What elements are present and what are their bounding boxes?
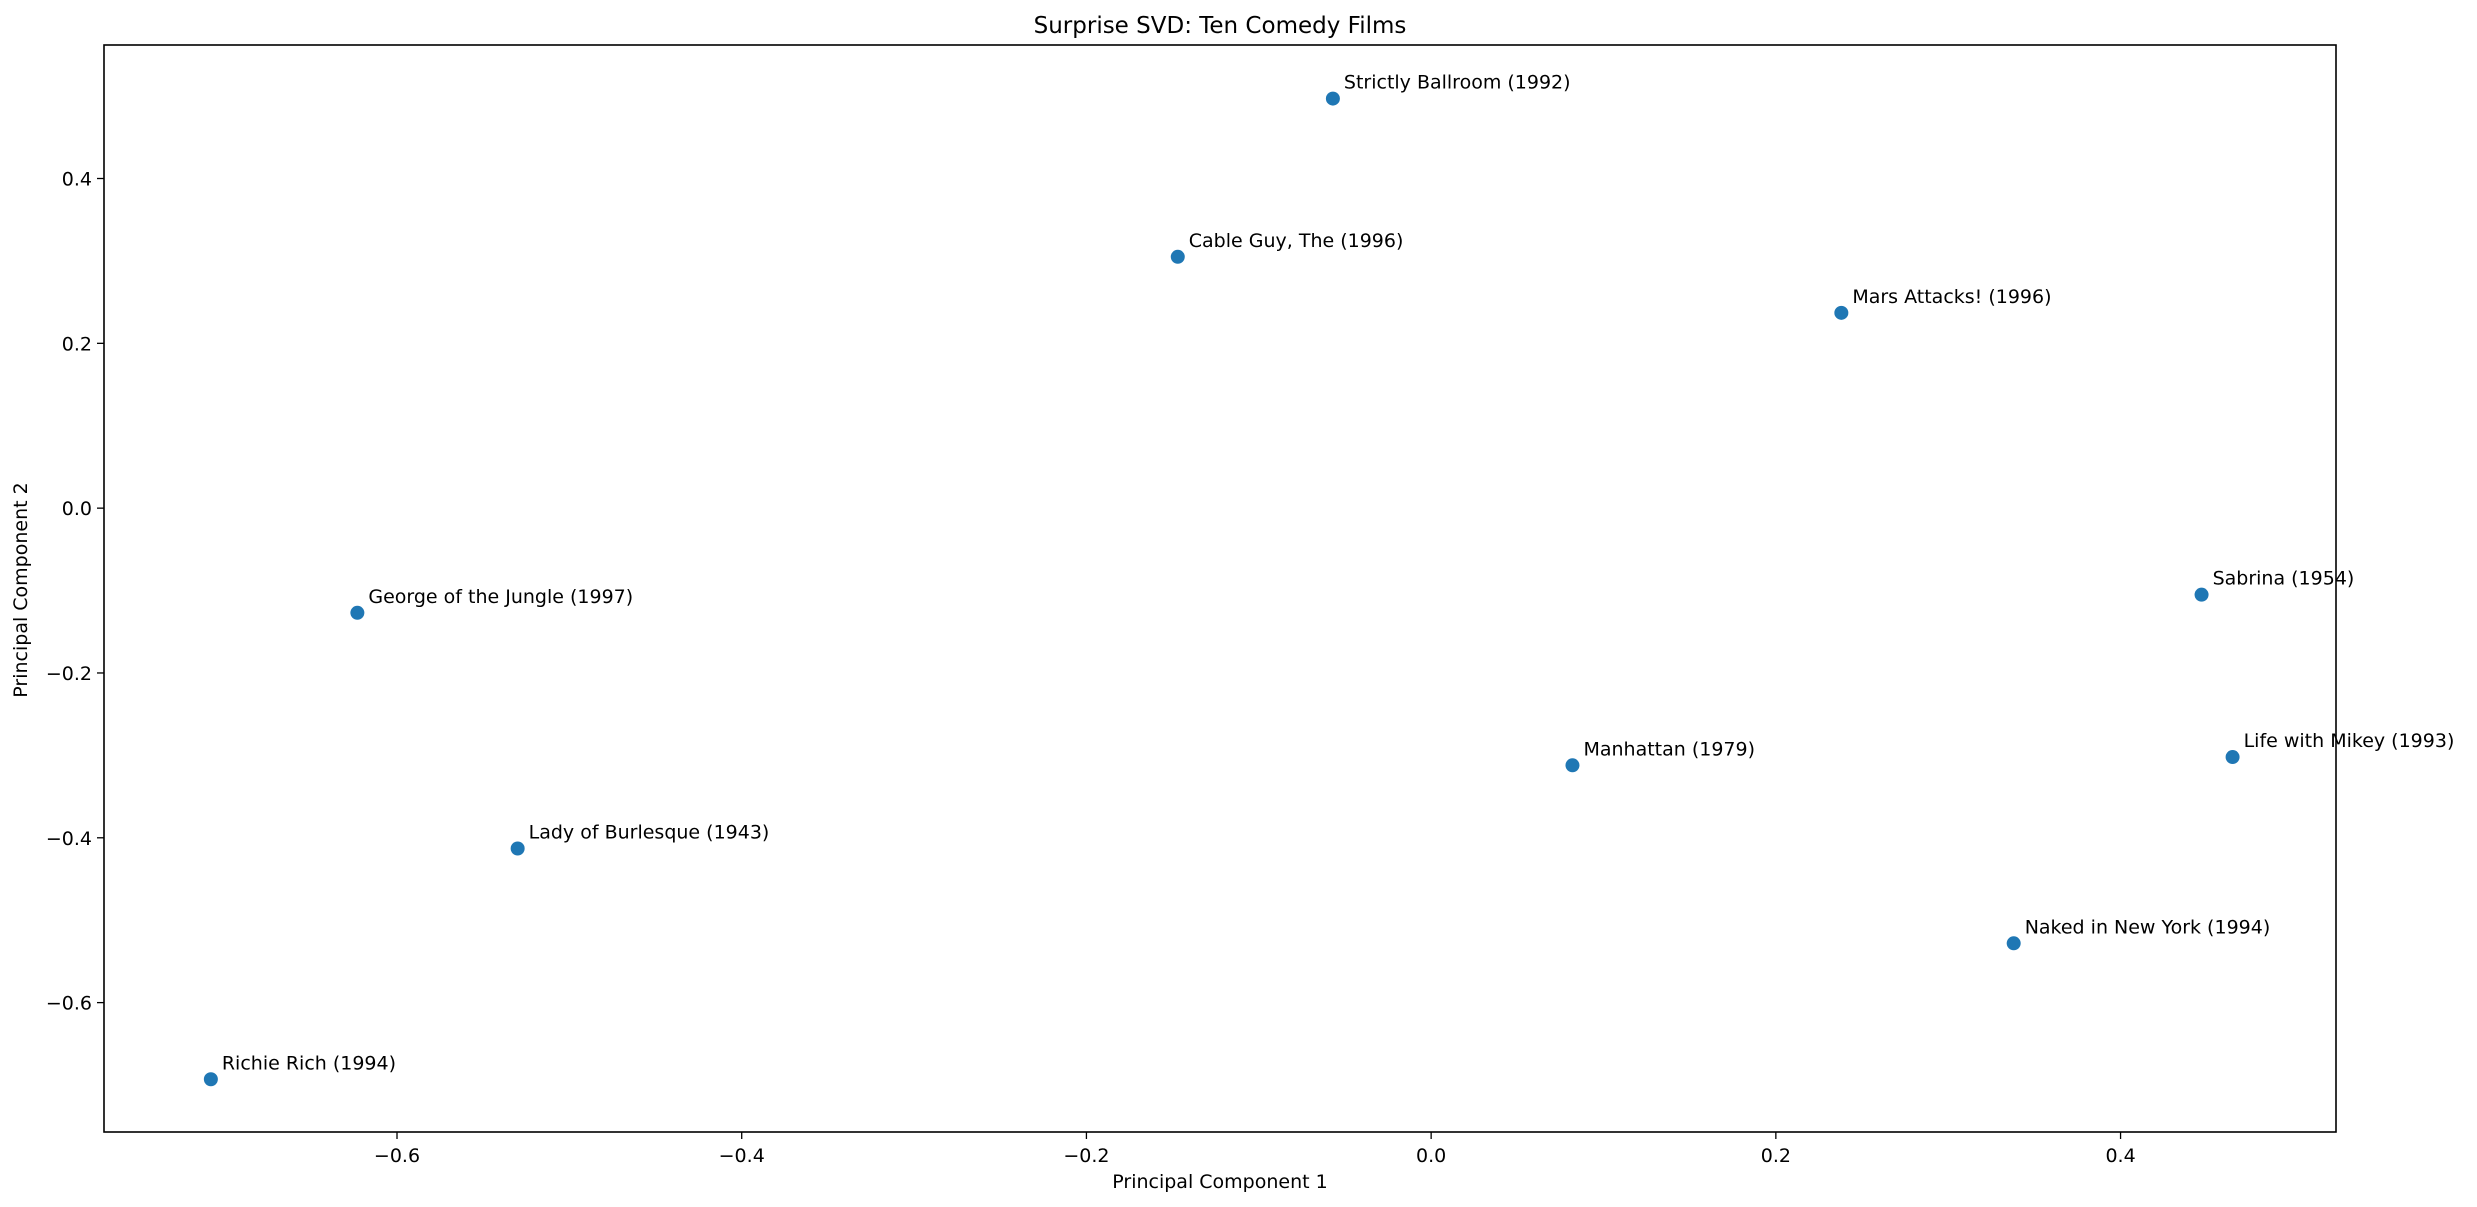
point-label: Manhattan (1979) [1583,738,1755,760]
y-tick-label: −0.4 [46,828,92,850]
y-tick-label: 0.0 [62,498,92,520]
scatter-point [2006,936,2021,951]
scatter-point [2225,750,2240,765]
y-tick-label: 0.2 [62,333,92,355]
y-tick-label: −0.2 [46,663,92,685]
point-label: Mars Attacks! (1996) [1852,286,2051,308]
y-axis-label: Principal Component 2 [10,482,32,697]
scatter-point [1565,758,1580,773]
x-tick-label: 0.0 [1416,1145,1446,1167]
scatter-point [510,841,525,856]
point-label: George of the Jungle (1997) [368,586,633,608]
point-label: Strictly Ballroom (1992) [1344,72,1571,94]
x-tick-label: 0.2 [1761,1145,1791,1167]
scatter-point [1325,91,1340,106]
x-tick-label: −0.4 [719,1145,765,1167]
point-label: Naked in New York (1994) [2025,916,2271,938]
x-tick-label: −0.2 [1063,1145,1109,1167]
x-axis-label: Principal Component 1 [1112,1171,1327,1193]
x-tick-label: −0.6 [374,1145,420,1167]
axes-frame [103,44,2337,1133]
point-label: Richie Rich (1994) [222,1052,396,1074]
plot-area: Strictly Ballroom (1992) Cable Guy, The (… [203,72,2455,1087]
y-axis: −0.6 −0.4 −0.2 0.0 0.2 0.4 [46,169,104,1015]
scatter-point [1170,249,1185,264]
scatter-point [2194,587,2209,602]
point-label: Life with Mikey (1993) [2244,730,2455,752]
y-tick-label: −0.6 [46,993,92,1015]
point-label: Sabrina (1954) [2213,568,2355,590]
scatter-point [1834,305,1849,320]
chart-title: Surprise SVD: Ten Comedy Films [1034,13,1407,39]
x-axis: −0.6 −0.4 −0.2 0.0 0.2 0.4 [374,1132,2136,1167]
point-label: Cable Guy, The (1996) [1189,230,1404,252]
y-tick-label: 0.4 [62,169,92,191]
x-tick-label: 0.4 [2105,1145,2135,1167]
point-label: Lady of Burlesque (1943) [529,822,770,844]
scatter-point [350,605,365,620]
scatter-point [203,1072,218,1087]
